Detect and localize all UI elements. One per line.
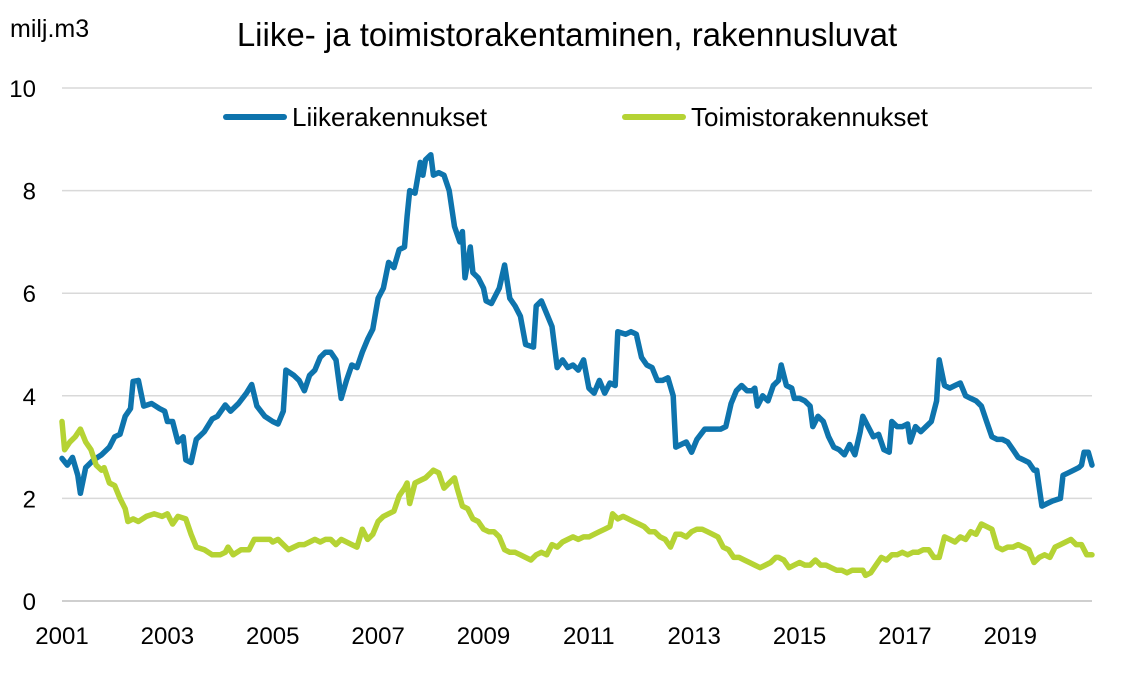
x-tick-label: 2005 (246, 623, 299, 650)
x-tick-label: 2015 (773, 623, 826, 650)
series-lines (59, 151, 1095, 579)
x-tick-label: 2003 (141, 623, 194, 650)
y-axis-ticks: 0 2 4 6 8 10 (9, 76, 36, 616)
series-line-liikerakennukset (59, 151, 1095, 509)
x-axis-ticks: 2001 2003 2005 2007 2009 2011 2013 2015 2017 2019 (35, 623, 1037, 650)
y-tick-label: 8 (23, 179, 36, 206)
x-tick-label: 2011 (563, 623, 615, 650)
x-tick-label: 2009 (457, 623, 510, 650)
gridlines (62, 87, 1092, 602)
y-tick-label: 0 (23, 589, 36, 616)
y-tick-label: 4 (23, 384, 36, 411)
x-tick-label: 2013 (668, 623, 721, 650)
y-tick-label: 2 (23, 486, 36, 513)
series-line-toimistorakennukset (59, 418, 1095, 579)
y-axis-unit-label: milj.m3 (10, 15, 89, 43)
legend: Liikerakennukset Toimistorakennukset (223, 102, 929, 132)
y-tick-label: 10 (9, 76, 36, 103)
chart-title: Liike- ja toimistorakentaminen, rakennus… (237, 16, 897, 53)
y-tick-label: 6 (23, 281, 36, 308)
x-tick-label: 2019 (984, 623, 1037, 650)
legend-label-toimistorakennukset: Toimistorakennukset (691, 102, 929, 132)
x-tick-label: 2001 (35, 623, 88, 650)
x-tick-label: 2007 (351, 623, 404, 650)
legend-label-liikerakennukset: Liikerakennukset (292, 102, 488, 132)
x-tick-label: 2017 (878, 623, 931, 650)
